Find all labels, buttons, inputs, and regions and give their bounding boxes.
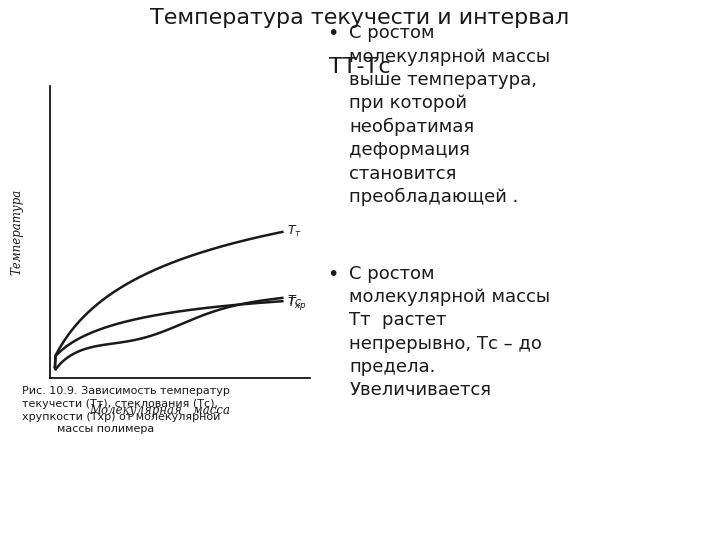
Text: $T_{хр}$: $T_{хр}$ (287, 295, 307, 312)
Text: $T_C$: $T_C$ (287, 294, 302, 309)
Text: ТТ-Тс: ТТ-Тс (329, 57, 391, 77)
Text: Температура: Температура (10, 189, 23, 275)
Text: С ростом
молекулярной массы
выше температура,
при которой
необратимая
деформация: С ростом молекулярной массы выше темпера… (349, 24, 550, 206)
Text: С ростом
молекулярной массы
Тт  растет
непрерывно, Тс – до
предела.
Увеличиваетс: С ростом молекулярной массы Тт растет не… (349, 265, 550, 399)
Text: Рис. 10.9. Зависимость температур
текучести (Тт), стеклования (Тс),
хрупкости (Т: Рис. 10.9. Зависимость температур текуче… (22, 386, 230, 435)
Text: Температура текучести и интервал: Температура текучести и интервал (150, 8, 570, 28)
Text: •: • (328, 265, 339, 284)
Text: $T_т$: $T_т$ (287, 225, 302, 239)
Text: Молекулярная   масса: Молекулярная масса (89, 404, 230, 417)
Text: •: • (328, 24, 339, 43)
